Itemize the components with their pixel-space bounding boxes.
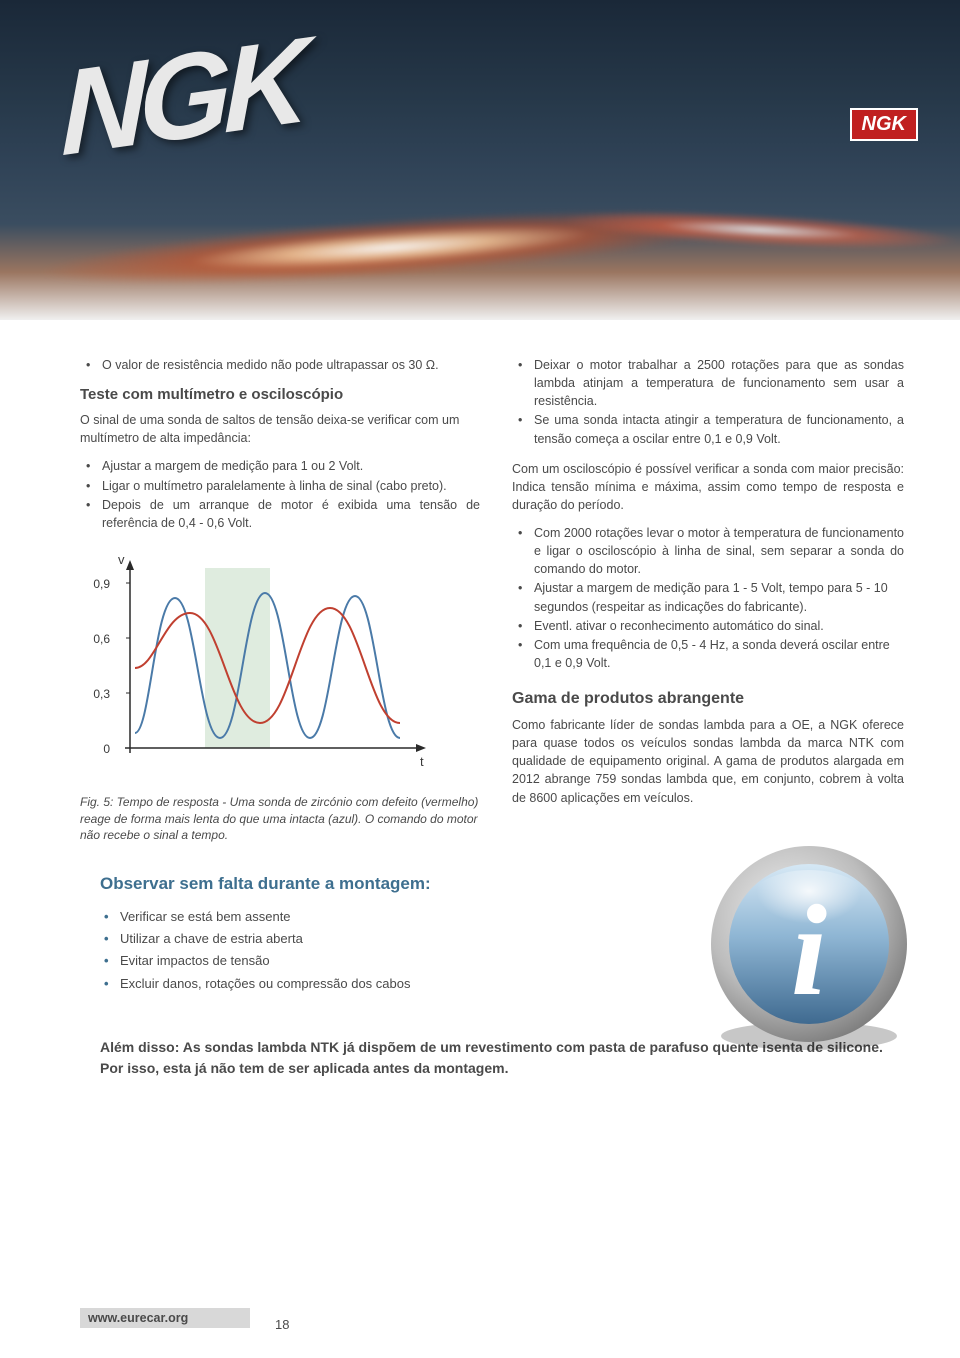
- hero-logo-text: NGK: [61, 10, 301, 183]
- y-tick-label: 0,3: [93, 687, 110, 701]
- info-icon: i: [704, 844, 914, 1054]
- footer-url: www.eurecar.org: [80, 1308, 250, 1328]
- intro-list: O valor de resistência medido não pode u…: [80, 356, 480, 374]
- y-tick-label: 0,6: [93, 632, 110, 646]
- y-tick-label: 0: [103, 742, 110, 756]
- list-item: Ajustar a margem de medição para 1 ou 2 …: [80, 457, 480, 475]
- response-time-chart: 0,9 0,6 0,3 0 v t: [80, 548, 440, 788]
- y-tick-label: 0,9: [93, 577, 110, 591]
- content-columns: O valor de resistência medido não pode u…: [0, 320, 960, 844]
- chart-svg: 0,9 0,6 0,3 0 v t: [80, 548, 440, 788]
- intro-bullet: O valor de resistência medido não pode u…: [80, 356, 480, 374]
- info-letter: i: [791, 879, 827, 1023]
- heading-multimeter: Teste com multímetro e osciloscópio: [80, 386, 480, 403]
- right-column: Deixar o motor trabalhar a 2500 rotações…: [512, 356, 904, 844]
- list-multimeter-steps: Ajustar a margem de medição para 1 ou 2 …: [80, 457, 480, 532]
- list-item: Depois de um arranque de motor é exibida…: [80, 496, 480, 532]
- hero-small-logo: NGK: [850, 108, 918, 141]
- mounting-observe-box: Observar sem falta durante a montagem: V…: [100, 874, 904, 994]
- list-item: Se uma sonda intacta atingir a temperatu…: [512, 411, 904, 447]
- para-product-range: Como fabricante líder de sondas lambda p…: [512, 716, 904, 807]
- y-axis-label: v: [118, 552, 125, 567]
- left-column: O valor de resistência medido não pode u…: [80, 356, 480, 844]
- list-item: Deixar o motor trabalhar a 2500 rotações…: [512, 356, 904, 410]
- hero-banner: NGK NGK: [0, 0, 960, 320]
- page-number: 18: [275, 1317, 289, 1332]
- para-multimeter-intro: O sinal de uma sonda de saltos de tensão…: [80, 411, 480, 447]
- chart-caption: Fig. 5: Tempo de resposta - Uma sonda de…: [80, 794, 480, 844]
- footer: www.eurecar.org 18: [80, 1308, 880, 1328]
- list-item: Com uma frequência de 0,5 - 4 Hz, a sond…: [512, 636, 904, 672]
- heading-product-range: Gama de produtos abrangente: [512, 690, 904, 708]
- list-right-2: Com 2000 rotações levar o motor à temper…: [512, 524, 904, 672]
- list-item: Eventl. ativar o reconhecimento automáti…: [512, 617, 904, 635]
- list-item: Com 2000 rotações levar o motor à temper…: [512, 524, 904, 578]
- x-axis-label: t: [420, 754, 424, 769]
- list-right-1: Deixar o motor trabalhar a 2500 rotações…: [512, 356, 904, 448]
- para-oscilloscope: Com um osciloscópio é possível verificar…: [512, 460, 904, 514]
- list-item: Ajustar a margem de medição para 1 - 5 V…: [512, 579, 904, 615]
- list-item: Ligar o multímetro paralelamente à linha…: [80, 477, 480, 495]
